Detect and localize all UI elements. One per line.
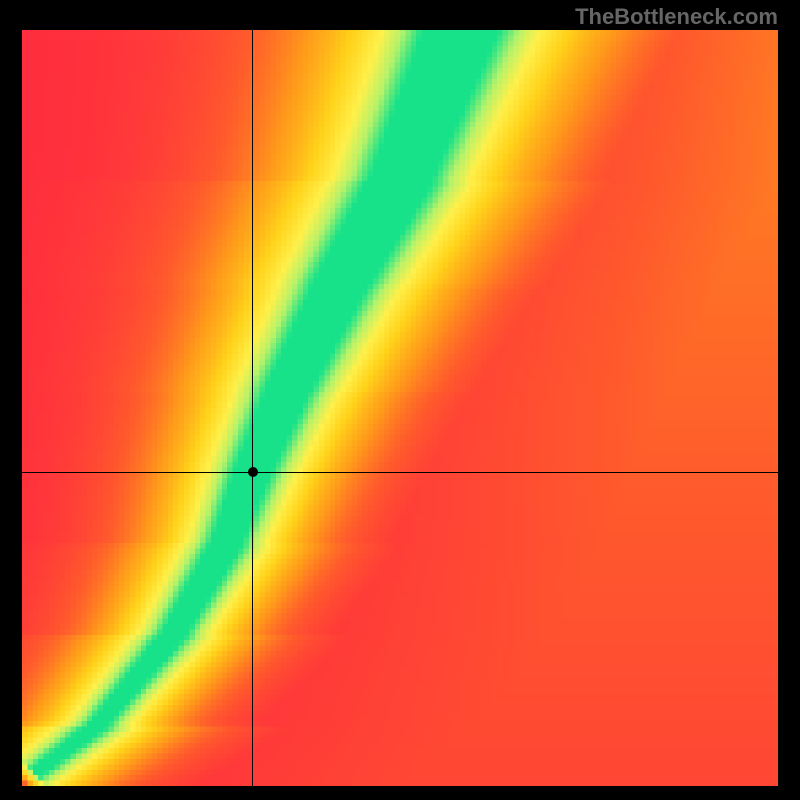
chart-container: TheBottleneck.com (0, 0, 800, 800)
crosshair-vertical (252, 30, 253, 786)
bottleneck-heatmap (22, 30, 778, 786)
crosshair-horizontal (22, 472, 778, 473)
watermark-text: TheBottleneck.com (575, 4, 778, 30)
marker-dot (248, 467, 258, 477)
